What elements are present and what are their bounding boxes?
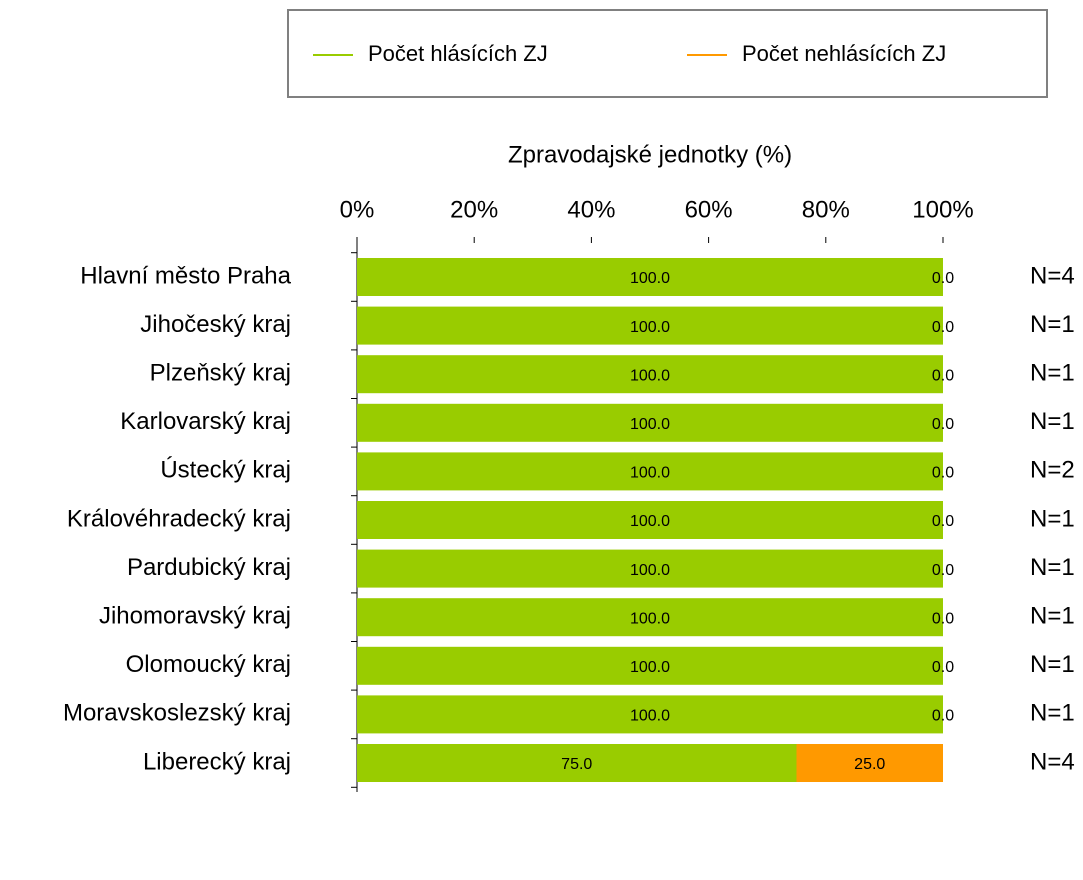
n-label: N=1	[1030, 651, 1075, 678]
value-label: 0.0	[932, 562, 954, 579]
value-label: 100.0	[630, 465, 670, 482]
x-tick-label: 60%	[685, 196, 733, 223]
value-label: 25.0	[854, 756, 885, 773]
x-tick-label: 80%	[802, 196, 850, 223]
n-label: N=4	[1030, 748, 1075, 775]
value-label: 100.0	[630, 416, 670, 433]
n-label: N=2	[1030, 457, 1075, 484]
bar-segment	[357, 306, 943, 345]
x-tick-label: 100%	[912, 196, 973, 223]
y-tick-label: Královéhradecký kraj	[67, 505, 291, 532]
x-tick-label: 20%	[450, 196, 498, 223]
n-label: N=1	[1030, 700, 1075, 727]
value-label: 0.0	[932, 319, 954, 336]
bar-segment	[357, 549, 943, 588]
n-label: N=4	[1030, 262, 1075, 289]
value-label: 100.0	[630, 319, 670, 336]
bar-segment	[357, 403, 943, 442]
value-label: 0.0	[932, 465, 954, 482]
y-tick-label: Hlavní město Praha	[80, 262, 291, 289]
value-label: 0.0	[932, 416, 954, 433]
value-label: 0.0	[932, 659, 954, 676]
n-label: N=1	[1030, 505, 1075, 532]
value-label: 0.0	[932, 708, 954, 725]
y-tick-label: Karlovarský kraj	[120, 408, 291, 435]
bar-segment	[357, 646, 943, 685]
n-label: N=1	[1030, 603, 1075, 630]
value-label: 100.0	[630, 562, 670, 579]
x-axis-title: Zpravodajské jednotky (%)	[508, 141, 792, 168]
y-tick-label: Jihomoravský kraj	[99, 603, 291, 630]
bar-segment	[357, 744, 797, 782]
n-label: N=1	[1030, 408, 1075, 435]
bar-segment	[357, 598, 943, 637]
value-label: 0.0	[932, 513, 954, 530]
y-tick-label: Moravskoslezský kraj	[63, 700, 291, 727]
n-label: N=1	[1030, 360, 1075, 387]
value-label: 100.0	[630, 270, 670, 287]
value-label: 100.0	[630, 659, 670, 676]
x-tick-label: 40%	[567, 196, 615, 223]
value-label: 75.0	[561, 756, 592, 773]
y-tick-label: Olomoucký kraj	[126, 651, 291, 678]
legend-label: Počet hlásících ZJ	[368, 41, 548, 66]
bar-segment	[357, 501, 943, 539]
value-label: 0.0	[932, 610, 954, 627]
y-tick-label: Plzeňský kraj	[150, 360, 291, 387]
value-label: 100.0	[630, 610, 670, 627]
value-label: 0.0	[932, 270, 954, 287]
bar-segment	[357, 452, 943, 491]
bar-segment	[357, 695, 943, 734]
y-tick-label: Jihočeský kraj	[140, 311, 291, 338]
value-label: 0.0	[932, 367, 954, 384]
y-tick-label: Ústecký kraj	[160, 457, 291, 484]
legend-label: Počet nehlásících ZJ	[742, 41, 946, 66]
n-label: N=1	[1030, 554, 1075, 581]
bar-segment	[357, 355, 943, 394]
bar-segment	[357, 258, 943, 296]
value-label: 100.0	[630, 708, 670, 725]
bar-segment	[796, 744, 943, 782]
x-tick-label: 0%	[340, 196, 375, 223]
value-label: 100.0	[630, 367, 670, 384]
y-tick-label: Liberecký kraj	[143, 748, 291, 775]
legend-box	[287, 9, 1048, 98]
value-label: 100.0	[630, 513, 670, 530]
y-tick-label: Pardubický kraj	[127, 554, 291, 581]
n-label: N=1	[1030, 311, 1075, 338]
